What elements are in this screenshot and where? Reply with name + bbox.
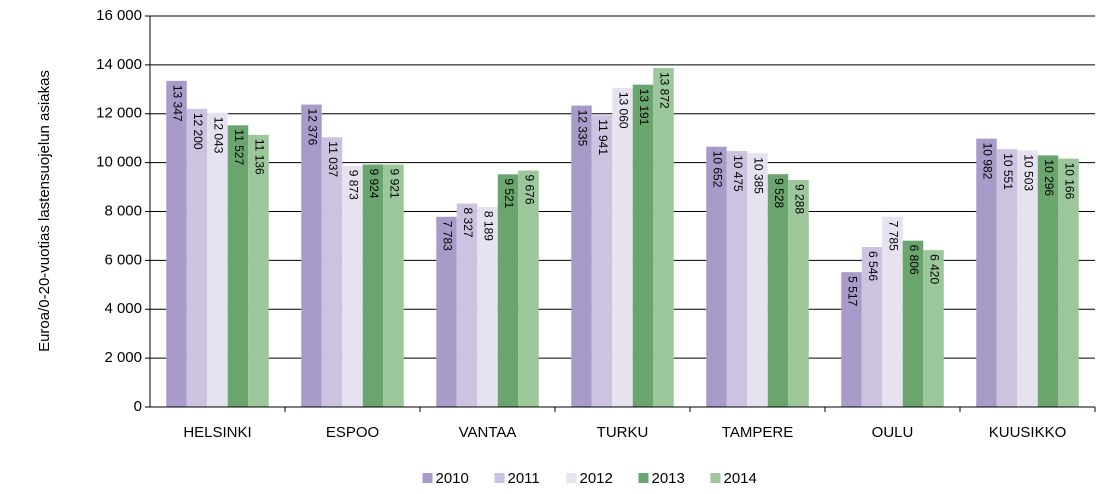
x-tick-label: TURKU	[597, 424, 649, 441]
value-label: 11 037	[326, 141, 340, 177]
value-label: 7 785	[886, 221, 900, 251]
legend-label: 2011	[508, 470, 540, 487]
value-label: 8 189	[481, 211, 495, 241]
legend-label: 2010	[436, 470, 469, 487]
value-label: 10 652	[710, 151, 724, 188]
bar	[882, 216, 903, 407]
value-label: 12 335	[575, 110, 589, 147]
legend-swatch	[422, 473, 433, 483]
y-tick-label: 12 000	[96, 105, 142, 122]
bar	[248, 134, 269, 407]
value-label: 10 385	[751, 157, 765, 194]
y-tick-label: 14 000	[96, 56, 142, 73]
bar	[1017, 150, 1038, 407]
value-label: 12 200	[191, 113, 205, 150]
bar	[788, 180, 809, 407]
bar	[321, 137, 343, 407]
bar	[706, 146, 727, 407]
x-tick-label: HELSINKI	[183, 424, 251, 441]
value-label: 12 043	[211, 117, 225, 154]
bar	[653, 68, 674, 408]
value-label: 9 528	[772, 178, 786, 208]
bar	[186, 108, 208, 408]
value-label: 10 296	[1042, 159, 1056, 196]
value-label: 9 873	[346, 170, 360, 200]
bar	[571, 105, 592, 407]
bar	[362, 164, 384, 407]
value-label: 9 676	[522, 175, 536, 205]
value-label: 11 941	[596, 119, 610, 155]
x-tick-label: OULU	[872, 424, 914, 441]
bar	[841, 272, 862, 407]
value-label: 10 982	[980, 143, 994, 180]
bar	[342, 165, 363, 407]
value-label: 6 806	[907, 245, 921, 275]
value-label: 12 376	[305, 109, 319, 146]
x-tick-label: TAMPERE	[722, 424, 793, 441]
y-tick-label: 4 000	[104, 300, 142, 317]
bar	[477, 206, 498, 407]
value-label: 5 517	[845, 276, 859, 306]
bar	[1058, 158, 1079, 407]
value-label: 11 136	[252, 139, 266, 175]
value-label: 10 503	[1021, 154, 1035, 191]
legend-swatch	[494, 473, 505, 483]
value-label: 6 546	[866, 251, 880, 281]
value-label: 10 166	[1062, 163, 1076, 200]
bar	[383, 164, 404, 407]
bar	[861, 247, 883, 407]
value-label: 13 872	[657, 72, 671, 109]
bar	[747, 153, 768, 407]
value-label: 6 420	[927, 254, 941, 284]
bar	[591, 115, 613, 408]
legend-swatch	[638, 473, 649, 483]
y-tick-label: 16 000	[96, 7, 142, 24]
value-label: 9 924	[367, 168, 381, 198]
value-label: 10 551	[1001, 153, 1015, 190]
bar	[518, 170, 539, 407]
value-label: 9 288	[792, 184, 806, 214]
x-tick-label: KUUSIKKO	[989, 424, 1067, 441]
legend-label: 2012	[580, 470, 613, 487]
y-axis-label: Euroa/0-20-vuotias lastensuojelun asiaka…	[36, 70, 53, 352]
bar	[1037, 155, 1059, 407]
legend-label: 2013	[652, 470, 685, 487]
bar	[436, 216, 457, 407]
y-tick-label: 10 000	[96, 154, 142, 171]
y-tick-label: 0	[134, 398, 142, 415]
legend-swatch	[566, 473, 577, 483]
legend-swatch	[710, 473, 721, 483]
value-label: 13 191	[637, 89, 651, 126]
value-label: 10 475	[731, 155, 745, 192]
value-label: 13 060	[616, 92, 630, 129]
bar	[456, 203, 478, 407]
bar	[902, 240, 924, 407]
value-label: 7 783	[440, 221, 454, 251]
bar	[726, 151, 748, 407]
bar	[301, 104, 322, 408]
bar	[632, 84, 654, 408]
y-tick-label: 2 000	[104, 349, 142, 366]
bar	[166, 80, 187, 407]
x-tick-label: ESPOO	[326, 424, 379, 441]
x-tick-label: VANTAA	[459, 424, 517, 441]
value-label: 13 347	[170, 85, 184, 122]
bar	[976, 138, 997, 407]
bar	[923, 250, 944, 407]
bar	[227, 125, 249, 408]
y-tick-label: 6 000	[104, 251, 142, 268]
bar	[767, 174, 789, 407]
bar	[207, 112, 228, 407]
bar	[996, 149, 1018, 407]
value-label: 9 521	[502, 178, 516, 208]
value-label: 9 921	[387, 169, 401, 199]
bar	[497, 174, 519, 407]
y-tick-label: 8 000	[104, 202, 142, 219]
value-label: 8 327	[461, 208, 475, 238]
bar	[612, 87, 633, 407]
value-label: 11 527	[232, 129, 246, 165]
legend-label: 2014	[724, 470, 757, 487]
